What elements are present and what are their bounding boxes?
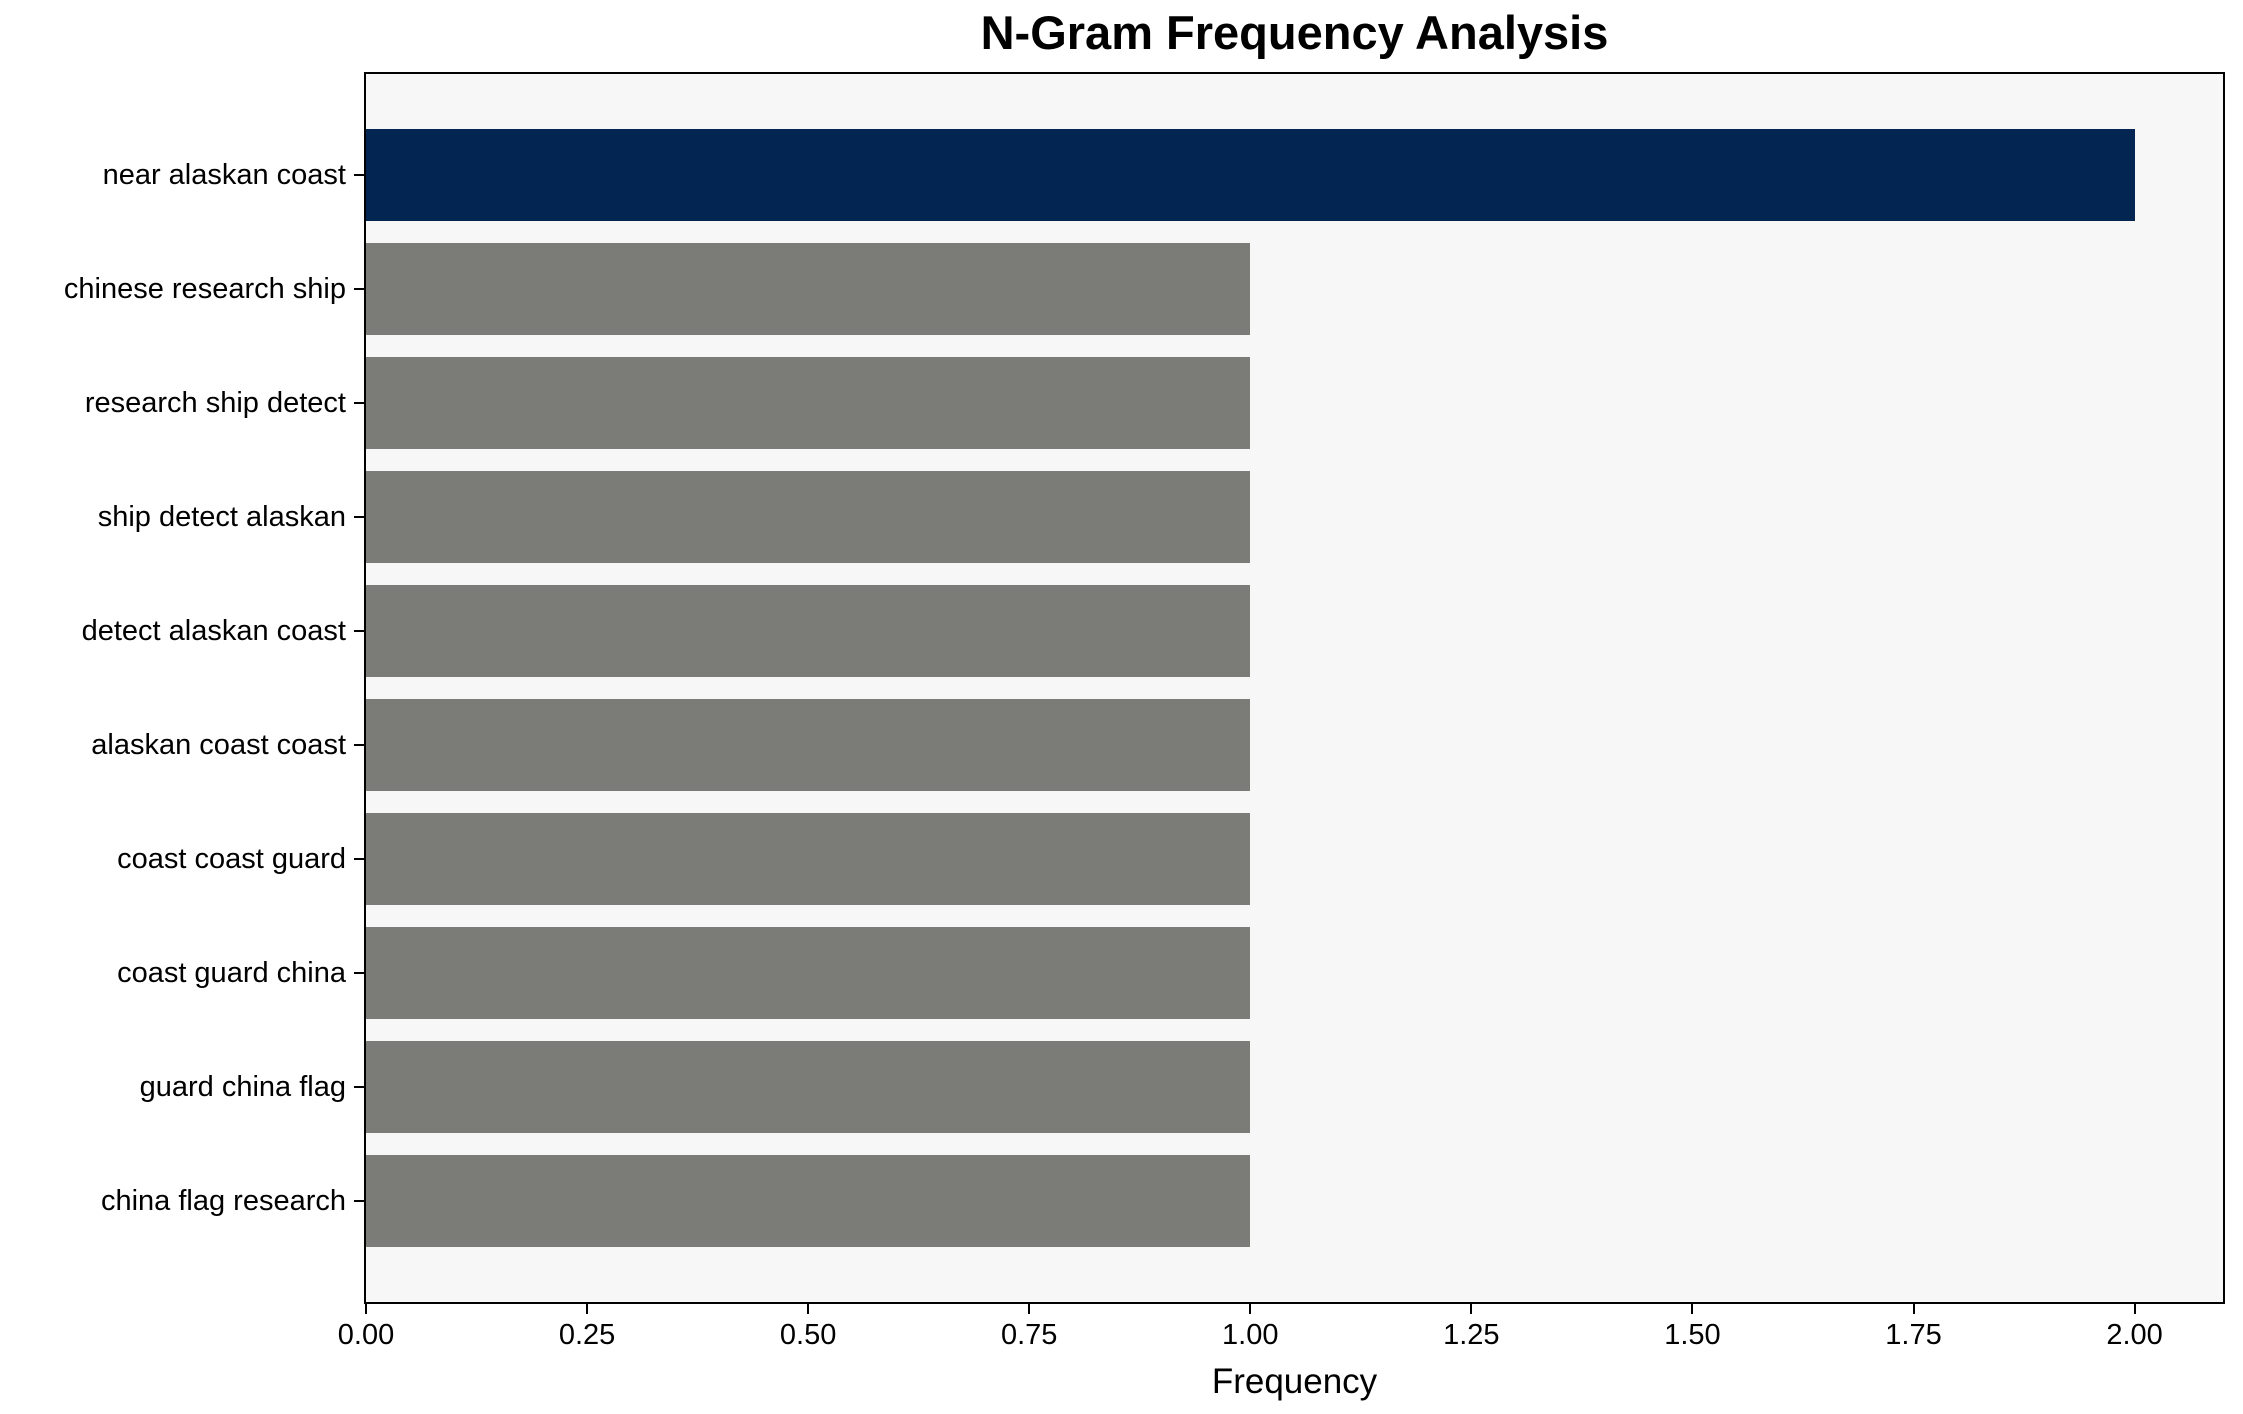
bar-row (366, 346, 2223, 460)
bar-row (366, 574, 2223, 688)
y-tick-mark (354, 402, 364, 404)
bar-row (366, 802, 2223, 916)
bar (366, 243, 1251, 335)
bar (366, 585, 1251, 677)
x-tick-label: 1.50 (1664, 1318, 1721, 1351)
y-tick-mark (354, 174, 364, 176)
x-tick-label: 2.00 (2106, 1318, 2163, 1351)
chart-title: N-Gram Frequency Analysis (980, 5, 1609, 59)
bar-row (366, 232, 2223, 346)
y-tick-mark (354, 1200, 364, 1202)
y-tick-label: chinese research ship (63, 272, 346, 305)
bar-row (366, 460, 2223, 574)
x-tick-mark (365, 1304, 367, 1314)
bar (366, 813, 1251, 905)
bar (366, 927, 1251, 1019)
y-tick-label: detect alaskan coast (81, 614, 346, 647)
x-tick-mark (1912, 1304, 1915, 1314)
y-tick-label: near alaskan coast (102, 158, 346, 191)
x-tick-label: 0.50 (779, 1318, 837, 1351)
y-tick-mark (354, 630, 364, 632)
x-tick-mark (1470, 1304, 1473, 1314)
bar-row (366, 1030, 2223, 1144)
x-tick-label: 0.75 (1000, 1318, 1058, 1351)
y-tick-mark (354, 516, 364, 518)
y-tick-label: coast coast guard (117, 842, 346, 875)
y-tick-mark (354, 288, 364, 290)
y-tick-mark (354, 744, 364, 746)
y-tick-label: china flag research (100, 1184, 346, 1217)
y-tick-mark (354, 1086, 364, 1088)
x-tick-mark (2133, 1304, 2136, 1314)
bar (366, 129, 2135, 221)
bar-row (366, 688, 2223, 802)
bar-row (366, 916, 2223, 1030)
x-axis-label: Frequency (1211, 1362, 1378, 1401)
y-tick-label: coast guard china (117, 956, 346, 989)
x-tick-label: 1.00 (1222, 1318, 1279, 1351)
y-tick-label: alaskan coast coast (91, 728, 346, 761)
bar (366, 1041, 1251, 1133)
x-tick-mark (1028, 1304, 1031, 1314)
x-tick-label: 0.25 (558, 1318, 616, 1351)
bar (366, 699, 1251, 791)
bar (366, 1155, 1251, 1247)
plot-bars-container (366, 118, 2223, 1258)
y-tick-label: research ship detect (84, 386, 346, 419)
bar (366, 471, 1251, 563)
y-tick-label: guard china flag (139, 1070, 346, 1103)
x-tick-label: 1.75 (1885, 1318, 1942, 1351)
x-tick-mark (807, 1304, 810, 1314)
y-tick-label: ship detect alaskan (97, 500, 346, 533)
bar-row (366, 118, 2223, 232)
x-tick-label: 0.00 (337, 1318, 395, 1351)
x-tick-mark (1249, 1304, 1252, 1314)
bar-row (366, 1144, 2223, 1258)
x-tick-mark (586, 1304, 589, 1314)
x-tick-mark (1691, 1304, 1694, 1314)
plot-area (364, 72, 2225, 1304)
y-tick-mark (354, 972, 364, 974)
y-tick-mark (354, 858, 364, 860)
bar (366, 357, 1251, 449)
x-tick-label: 1.25 (1443, 1318, 1500, 1351)
